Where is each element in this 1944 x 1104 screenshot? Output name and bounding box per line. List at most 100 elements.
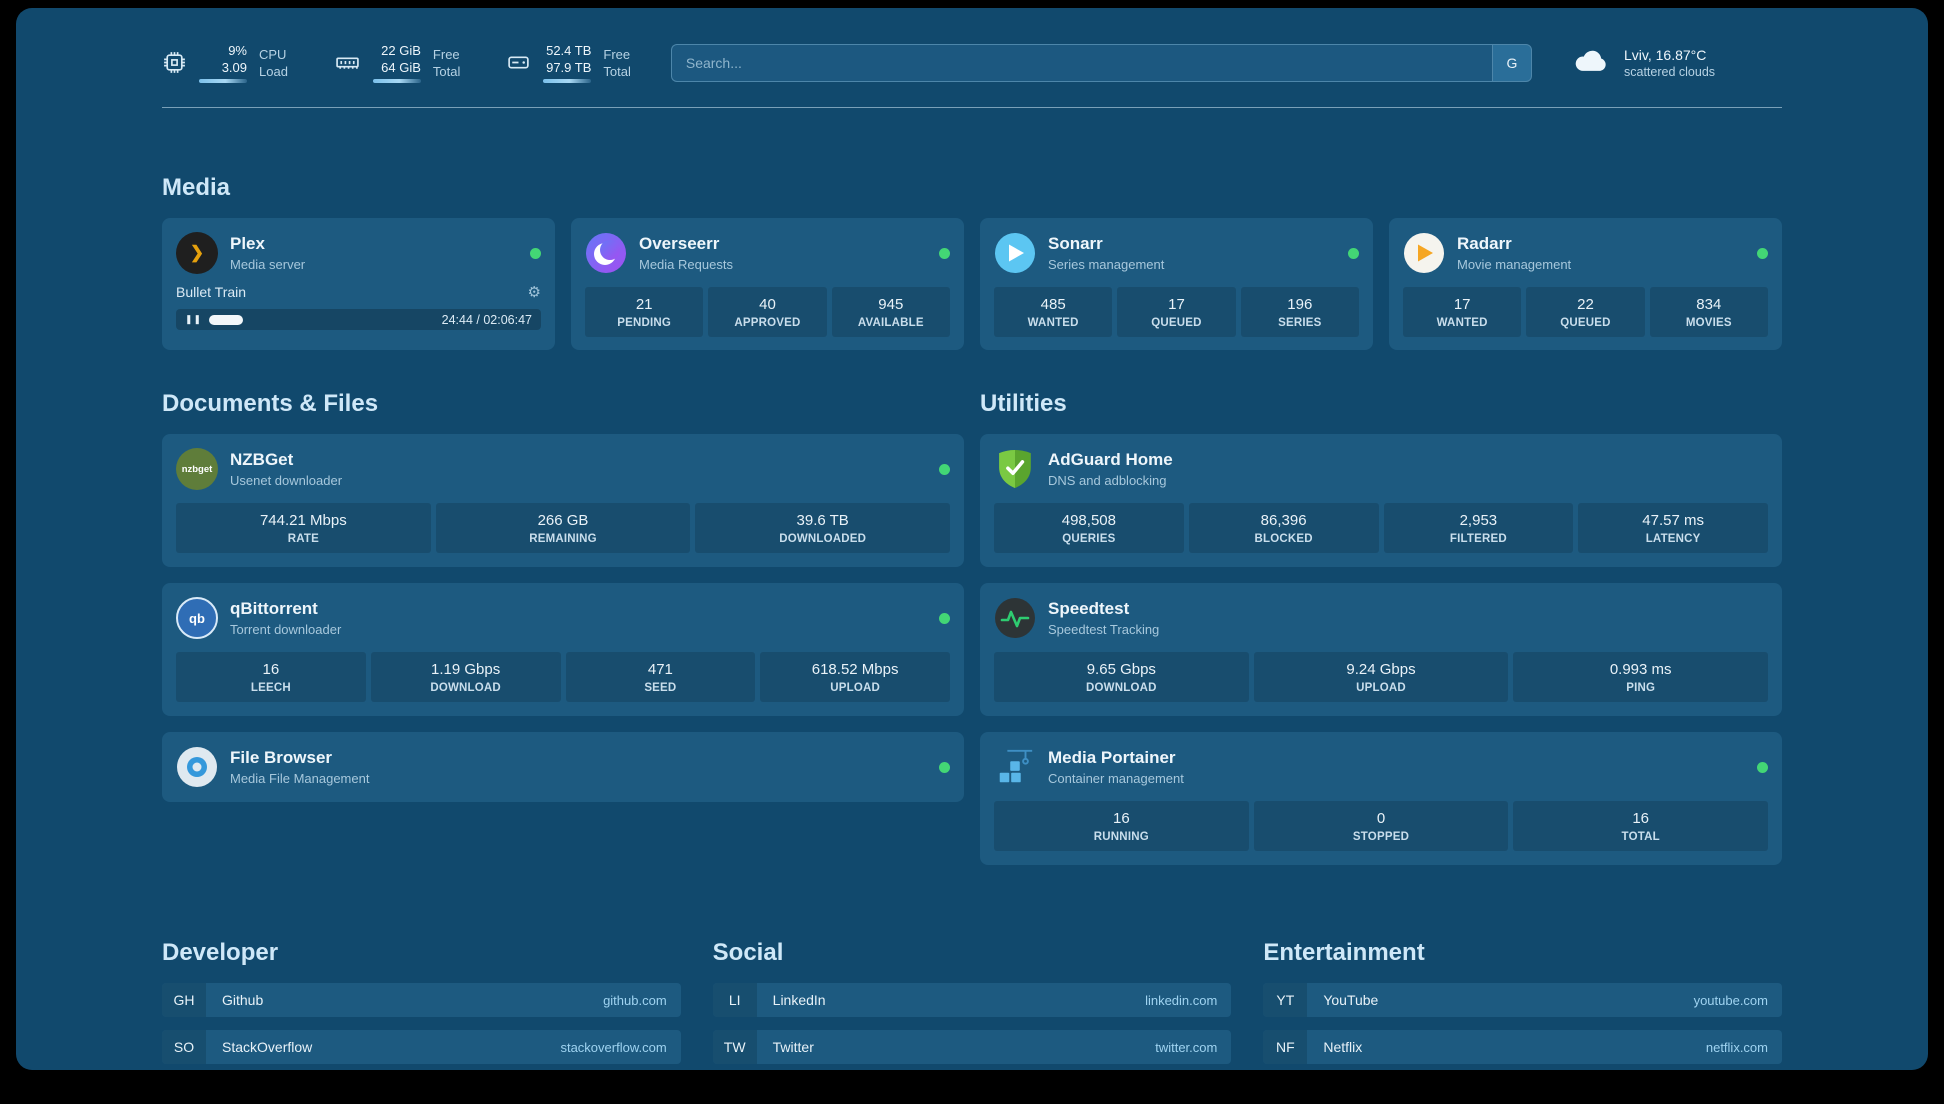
pause-button[interactable]: ❚❚	[185, 314, 203, 324]
service-name: File Browser	[230, 748, 333, 767]
overseerr-icon	[585, 232, 627, 274]
disk-labels: Free Total	[603, 46, 631, 79]
section-title-utilities: Utilities	[980, 390, 1067, 417]
bookmark-netflix[interactable]: NF Netflix netflix.com	[1263, 1030, 1782, 1064]
bookmark-group-social: Social LI LinkedIn linkedin.com TW Twitt…	[712, 939, 1232, 1070]
service-name: Overseerr	[639, 234, 720, 253]
status-dot	[939, 612, 950, 624]
service-subtitle: Speedtest Tracking	[1048, 622, 1160, 637]
status-dot	[1348, 247, 1359, 259]
portainer-icon	[994, 746, 1036, 788]
memory-values: 22 GiB 64 GiB	[372, 42, 421, 83]
service-subtitle: Container management	[1048, 771, 1184, 786]
section-title-media: Media	[162, 174, 231, 201]
nzbget-icon: nzbget	[176, 448, 218, 490]
stat: 9.24 Gbps UPLOAD	[1253, 652, 1509, 702]
cpu-load-value: 3.09	[221, 60, 247, 75]
header-divider	[162, 107, 1782, 108]
status-dot	[1757, 761, 1768, 773]
bookmark-abbr: TW	[712, 1030, 757, 1064]
stat: 618.52 Mbps UPLOAD	[760, 652, 950, 702]
service-card-speedtest[interactable]: Speedtest Speedtest Tracking 9.65 Gbps D…	[980, 583, 1782, 716]
service-name: NZBGet	[230, 450, 294, 469]
stat: 196 SERIES	[1240, 287, 1359, 337]
disk-widget: 52.4 TB 97.9 TB Free Total	[506, 42, 631, 83]
bookmark-domain: youtube.com	[1693, 992, 1768, 1008]
gear-icon[interactable]: ⚙	[527, 283, 541, 301]
bookmark-youtube[interactable]: YT YouTube youtube.com	[1263, 983, 1782, 1017]
weather-text: Lviv, 16.87°C scattered clouds	[1624, 47, 1715, 79]
bookmark-domain: github.com	[603, 992, 667, 1008]
playback-time: 24:44 / 02:06:47	[441, 312, 532, 327]
service-card-sonarr[interactable]: Sonarr Series management 485 WANTED 17 Q…	[980, 218, 1373, 350]
stat: 485 WANTED	[994, 287, 1113, 337]
now-playing-title: Bullet Train	[176, 284, 247, 300]
section-title-developer: Developer	[162, 939, 279, 966]
service-card-overseerr[interactable]: Overseerr Media Requests 21 PENDING 40 A…	[571, 218, 964, 350]
service-subtitle: Movie management	[1457, 257, 1572, 272]
weather-condition: scattered clouds	[1624, 64, 1716, 79]
status-dot	[939, 247, 950, 259]
bookmark-name: Netflix	[1323, 1039, 1363, 1055]
section-documents: Documents & Files nzbget NZBGet Usenet d…	[162, 390, 964, 818]
stat: 945 AVAILABLE	[831, 287, 950, 337]
bookmark-stackoverflow[interactable]: SO StackOverflow stackoverflow.com	[162, 1030, 681, 1064]
now-playing-row: Bullet Train ⚙	[176, 284, 541, 300]
bookmark-github[interactable]: GH Github github.com	[162, 983, 681, 1017]
service-subtitle: Usenet downloader	[230, 473, 343, 488]
content: 9% 3.09 CPU Load 22 GiB	[162, 8, 1782, 1070]
service-subtitle: Media File Management	[230, 771, 370, 786]
cpu-usage-bar	[199, 79, 247, 83]
service-card-adguard[interactable]: AdGuard Home DNS and adblocking 498,508 …	[980, 434, 1782, 567]
speedtest-icon	[994, 597, 1036, 639]
bookmark-domain: linkedin.com	[1145, 992, 1218, 1008]
stat: 22 QUEUED	[1526, 287, 1645, 337]
service-card-nzbget[interactable]: nzbget NZBGet Usenet downloader 744.21 M…	[162, 434, 964, 567]
stat: 9.65 Gbps DOWNLOAD	[994, 652, 1249, 702]
stat: 86,396 BLOCKED	[1188, 503, 1379, 553]
cpu-widget: 9% 3.09 CPU Load	[162, 42, 288, 83]
bookmark-name: StackOverflow	[222, 1039, 313, 1055]
system-stats: 9% 3.09 CPU Load 22 GiB	[162, 42, 631, 83]
bookmark-domain: twitter.com	[1155, 1039, 1218, 1055]
search-input[interactable]	[670, 43, 1492, 82]
bookmark-abbr: GH	[162, 983, 206, 1017]
disk-usage-bar	[543, 79, 592, 83]
bookmark-name: LinkedIn	[772, 992, 826, 1008]
service-card-portainer[interactable]: Media Portainer Container management 16 …	[980, 732, 1782, 865]
service-card-filebrowser[interactable]: File Browser Media File Management	[162, 732, 964, 802]
service-card-plex[interactable]: ❯ Plex Media server Bullet Train ⚙ ❚❚ 24…	[162, 218, 555, 350]
stat: 17 WANTED	[1403, 287, 1522, 337]
memory-usage-bar	[372, 79, 421, 83]
stat: 0 STOPPED	[1253, 801, 1509, 851]
stat: 744.21 Mbps RATE	[176, 503, 431, 553]
disk-free: 52.4 TB	[546, 43, 592, 58]
adguard-icon	[994, 448, 1036, 490]
bookmark-domain: netflix.com	[1705, 1039, 1768, 1055]
service-subtitle: Torrent downloader	[230, 622, 342, 637]
search-provider-button[interactable]: G	[1492, 43, 1532, 82]
service-subtitle: Media Requests	[639, 257, 733, 272]
memory-widget: 22 GiB 64 GiB Free Total	[334, 42, 460, 83]
service-subtitle: Media server	[230, 257, 306, 272]
cpu-icon	[162, 50, 187, 75]
bookmark-group-entertainment: Entertainment YT YouTube youtube.com NF …	[1263, 939, 1782, 1070]
section-media: Media ❯ Plex Media server Bullet Train ⚙	[162, 174, 1782, 350]
disk-total: 97.9 TB	[546, 60, 592, 75]
status-dot	[530, 247, 541, 259]
bookmark-twitter[interactable]: TW Twitter twitter.com	[712, 1030, 1232, 1064]
stat: 834 MOVIES	[1649, 287, 1768, 337]
stat: 471 SEED	[565, 652, 756, 702]
player-progress[interactable]: ❚❚ 24:44 / 02:06:47	[176, 309, 541, 330]
cloud-icon	[1572, 45, 1612, 80]
bookmark-linkedin[interactable]: LI LinkedIn linkedin.com	[712, 983, 1232, 1017]
ram-icon	[334, 50, 361, 75]
service-card-radarr[interactable]: Radarr Movie management 17 WANTED 22 QUE…	[1389, 218, 1782, 350]
service-name: Sonarr	[1048, 234, 1103, 253]
bookmark-domain: stackoverflow.com	[560, 1039, 667, 1055]
bookmark-group-developer: Developer GH Github github.com SO StackO…	[162, 939, 681, 1070]
disk-values: 52.4 TB 97.9 TB	[543, 42, 592, 83]
stat: 1.19 Gbps DOWNLOAD	[370, 652, 561, 702]
weather-widget: Lviv, 16.87°C scattered clouds	[1572, 45, 1782, 80]
service-card-qbittorrent[interactable]: qb qBittorrent Torrent downloader 16 LEE…	[162, 583, 964, 716]
